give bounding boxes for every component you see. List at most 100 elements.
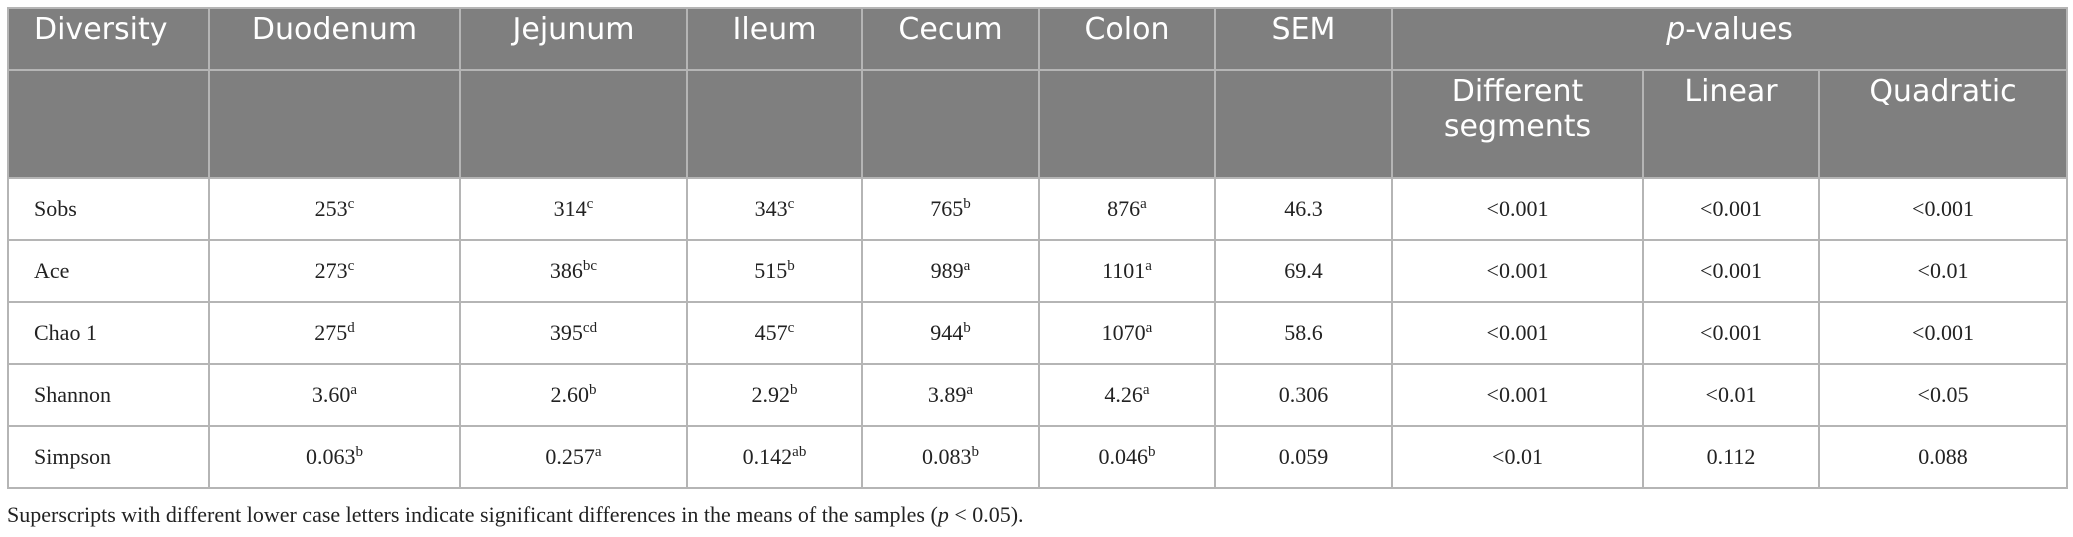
cell-superscript: a <box>350 382 358 398</box>
header-cell: SEM <box>1214 7 1393 71</box>
cell-value: 343 <box>754 196 788 221</box>
table-cell: 395cd <box>459 301 688 365</box>
table-cell: <0.05 <box>1817 363 2069 427</box>
cell-superscript: b <box>1148 444 1156 460</box>
cell-superscript: a <box>963 258 971 274</box>
table-cell: <0.001 <box>1391 301 1644 365</box>
subheader-cell: Linear <box>1642 69 1820 179</box>
table-cell: 989a <box>861 239 1040 303</box>
table-cell: 2.92b <box>686 363 863 427</box>
table-cell: 386bc <box>459 239 688 303</box>
header-cell: Cecum <box>861 7 1040 71</box>
cell-superscript: c <box>787 320 795 336</box>
header-row: Diversity Duodenum Jejunum Ileum Cecum Colon S… <box>7 7 2069 71</box>
empty-header-cell <box>459 69 688 179</box>
table-row: Sobs 253c 314c 343c 765b 876a 46.3 <0.001 <0.001… <box>7 177 2069 241</box>
table-cell: 1070a <box>1038 301 1216 365</box>
table-cell: 0.112 <box>1642 425 1820 489</box>
cell-superscript: a <box>1145 320 1153 336</box>
cell-superscript: a <box>966 382 974 398</box>
cell-superscript: b <box>963 320 971 336</box>
row-label: Ace <box>7 239 210 303</box>
empty-header-cell <box>686 69 863 179</box>
table-cell: <0.001 <box>1391 177 1644 241</box>
table-row: Simpson 0.063b 0.257a 0.142ab 0.083b 0.046b 0.… <box>7 425 2069 489</box>
cell-value: 314 <box>553 196 587 221</box>
table-cell: 0.083b <box>861 425 1040 489</box>
cell-value: 515 <box>754 258 788 283</box>
table-cell: 0.088 <box>1817 425 2069 489</box>
cell-superscript: d <box>347 320 355 336</box>
cell-value: 0.257 <box>545 444 595 469</box>
cell-value: 0.046 <box>1098 444 1149 469</box>
cell-value: 2.92 <box>751 382 791 407</box>
table-row: Chao 1 275d 395cd 457c 944b 1070a 58.6 <0.001 <0… <box>7 301 2069 365</box>
cell-superscript: cd <box>582 320 598 336</box>
subheader-cell: Different segments <box>1391 69 1644 179</box>
table-cell: 69.4 <box>1214 239 1393 303</box>
header-cell: Diversity <box>7 7 210 71</box>
table-cell: 0.142ab <box>686 425 863 489</box>
empty-header-cell <box>208 69 461 179</box>
subheader-cell: Quadratic <box>1817 69 2069 179</box>
header-cell: p-values <box>1390 7 2069 71</box>
cell-value: 457 <box>754 320 788 345</box>
footnote: Superscripts with different lower case l… <box>7 502 1024 528</box>
table-row: Shannon 3.60a 2.60b 2.92b 3.89a 4.26a 0.306 <0.… <box>7 363 2069 427</box>
table-cell: <0.01 <box>1391 425 1644 489</box>
diversity-table: Diversity Duodenum Jejunum Ileum Cecum Colon S… <box>7 7 2069 489</box>
table-cell: 3.60a <box>208 363 461 427</box>
cell-superscript: a <box>1140 196 1147 212</box>
table-cell: 876a <box>1038 177 1216 241</box>
empty-header-cell <box>7 69 210 179</box>
cell-value: 1070 <box>1101 320 1146 345</box>
header-text: -values <box>1685 12 1793 47</box>
cell-value: 0.063 <box>306 444 356 469</box>
cell-value: 395 <box>549 320 583 345</box>
row-label: Simpson <box>7 425 210 489</box>
subheader-row: Different segments Linear Quadratic <box>7 69 2069 179</box>
table-cell: 2.60b <box>459 363 688 427</box>
cell-value: 944 <box>930 320 964 345</box>
cell-superscript: c <box>347 258 355 274</box>
table-cell: 343c <box>686 177 863 241</box>
empty-header-cell <box>861 69 1040 179</box>
cell-superscript: b <box>963 196 971 212</box>
cell-superscript: ab <box>792 444 807 460</box>
cell-superscript: c <box>586 196 594 212</box>
cell-superscript: c <box>347 196 355 212</box>
cell-superscript: b <box>589 382 597 398</box>
table-cell: 4.26a <box>1038 363 1216 427</box>
row-label: Chao 1 <box>7 301 210 365</box>
cell-superscript: c <box>787 196 795 212</box>
footnote-text: p <box>937 502 949 527</box>
table-body: Sobs 253c 314c 343c 765b 876a 46.3 <0.001 <0.001… <box>7 177 2069 489</box>
table-cell: 457c <box>686 301 863 365</box>
cell-value: 876 <box>1107 196 1141 221</box>
table-cell: <0.001 <box>1391 363 1644 427</box>
cell-value: 3.60 <box>311 382 351 407</box>
cell-superscript: b <box>787 258 795 274</box>
table-cell: <0.001 <box>1391 239 1644 303</box>
table-cell: 273c <box>208 239 461 303</box>
table-cell: 1101a <box>1038 239 1216 303</box>
cell-superscript: a <box>1142 382 1150 398</box>
cell-value: 989 <box>930 258 964 283</box>
cell-value: 273 <box>314 258 348 283</box>
table-cell: 0.306 <box>1214 363 1393 427</box>
table-cell: <0.001 <box>1817 301 2069 365</box>
cell-value: 765 <box>930 196 964 221</box>
cell-superscript: a <box>594 444 602 460</box>
cell-value: 0.142 <box>742 444 793 469</box>
table-cell: <0.01 <box>1817 239 2069 303</box>
cell-superscript: b <box>790 382 798 398</box>
table-cell: 58.6 <box>1214 301 1393 365</box>
header-cell: Colon <box>1038 7 1216 71</box>
cell-value: 3.89 <box>927 382 967 407</box>
table-cell: 515b <box>686 239 863 303</box>
table-cell: <0.001 <box>1817 177 2069 241</box>
cell-value: 2.60 <box>550 382 590 407</box>
table-cell: 3.89a <box>861 363 1040 427</box>
empty-header-cell <box>1038 69 1216 179</box>
